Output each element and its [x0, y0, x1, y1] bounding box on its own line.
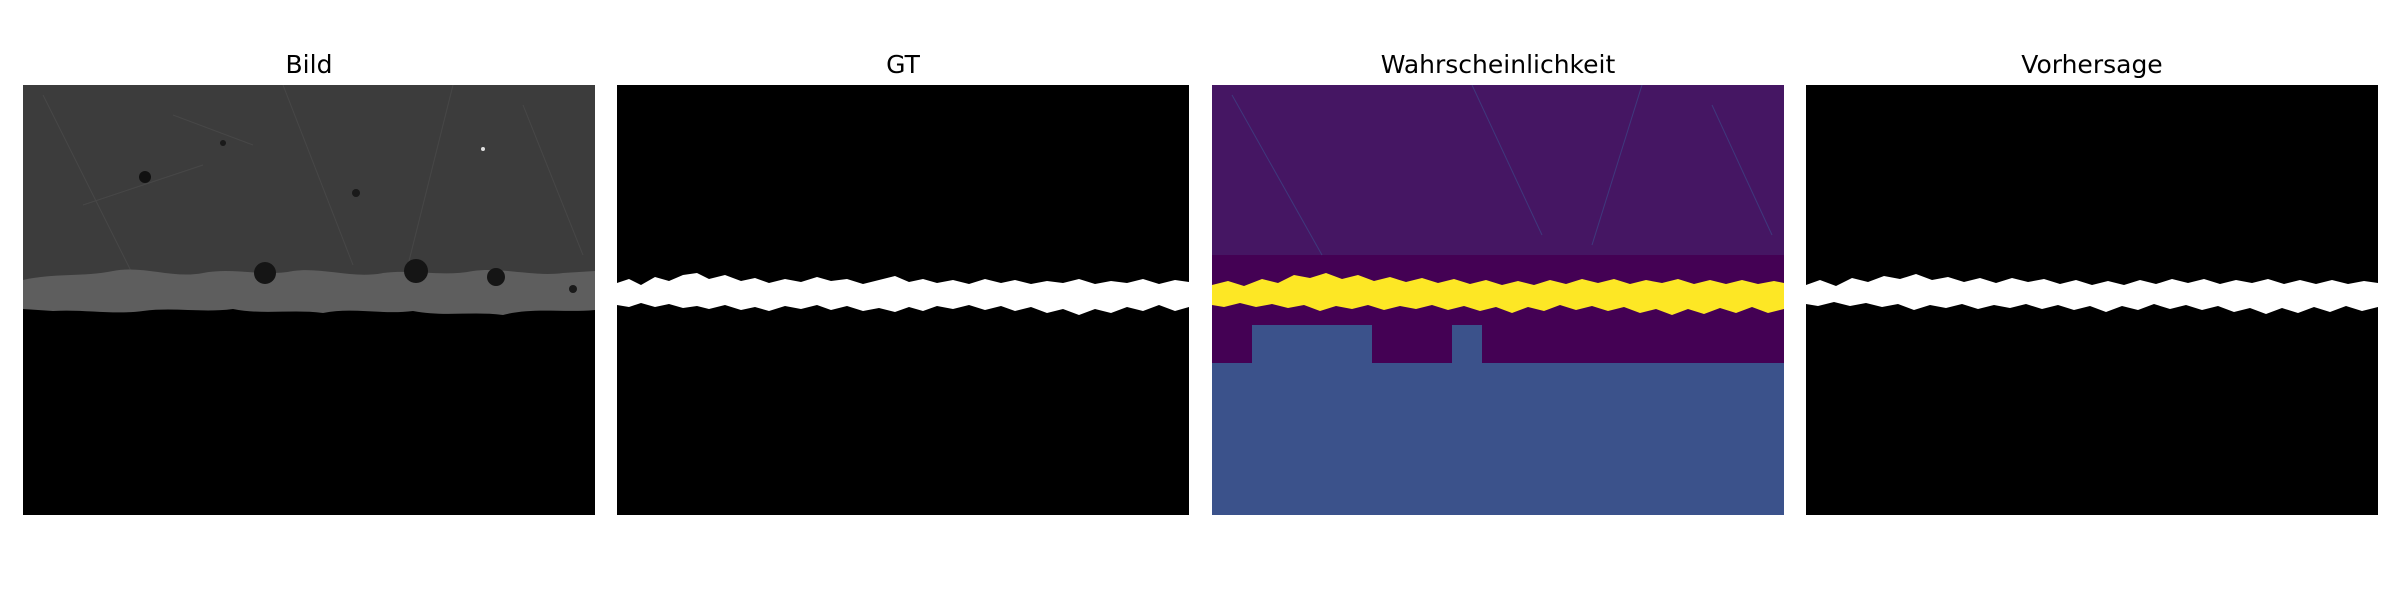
panel-prediction: Vorhersage — [1806, 0, 2378, 600]
micrograph-svg — [23, 85, 595, 515]
panel-title-vorhersage: Vorhersage — [2021, 50, 2163, 79]
micrograph-image — [23, 85, 595, 515]
ground-truth-mask-svg — [617, 85, 1189, 515]
panel-ground-truth: GT — [617, 0, 1189, 600]
prediction-mask-svg — [1806, 85, 2378, 515]
panel-probability: Wahrscheinlichkeit — [1212, 0, 1784, 600]
probability-map-svg — [1212, 85, 1784, 515]
panel-title-wahrscheinlichkeit: Wahrscheinlichkeit — [1380, 50, 1616, 79]
probability-map-image — [1212, 85, 1784, 515]
panel-image-bild: Bild — [23, 0, 595, 600]
panel-title-bild: Bild — [285, 50, 333, 79]
panel-title-gt: GT — [886, 50, 920, 79]
prediction-mask-image — [1806, 85, 2378, 515]
ground-truth-mask-image — [617, 85, 1189, 515]
